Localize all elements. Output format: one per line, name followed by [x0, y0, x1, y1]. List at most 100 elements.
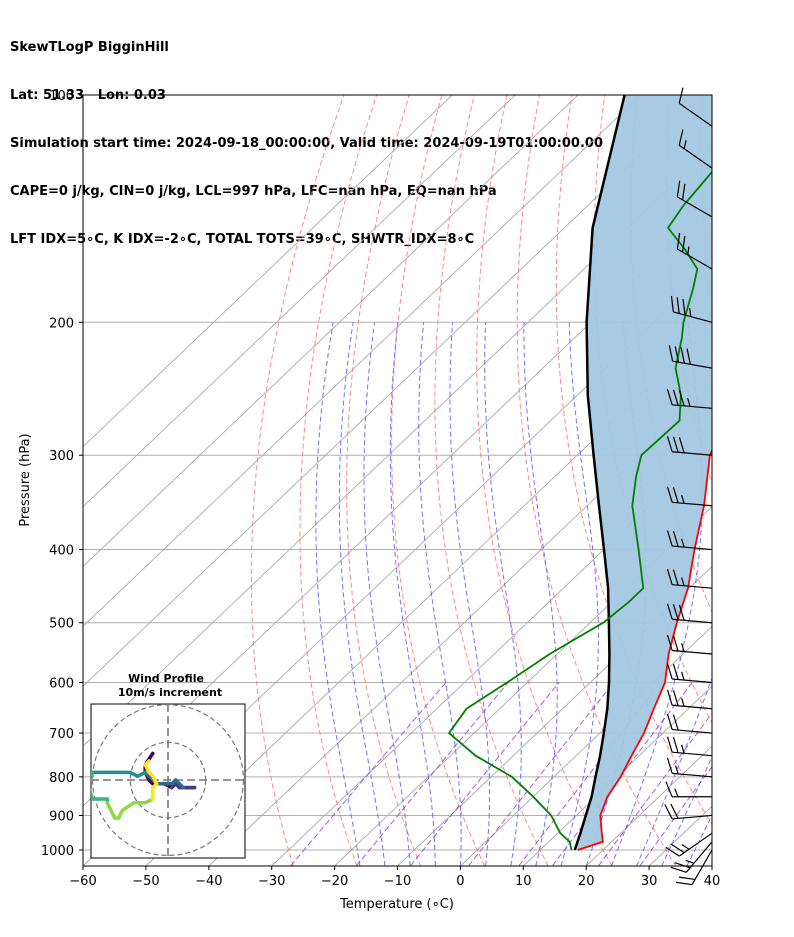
wind-barb: [676, 232, 713, 270]
x-tick-label: 0: [456, 874, 464, 889]
dry-adiabat: [391, 95, 485, 866]
moist-adiabat: [338, 322, 386, 866]
wind-barb-feather: [689, 307, 692, 317]
wind-barb-feather: [668, 345, 674, 362]
dry-adiabat: [299, 95, 378, 866]
wind-barb: [666, 736, 713, 757]
isotherm-line: [397, 565, 712, 866]
x-tick-label: −40: [195, 874, 222, 889]
wind-barb-feather: [687, 246, 690, 256]
wind-barb-feather: [681, 744, 685, 754]
isotherm-line: [711, 865, 712, 866]
parcel-profile-line: [573, 95, 626, 851]
wind-barb: [678, 87, 713, 127]
chart-header: SkewTLogP BigginHill Lat: 51.33 Lon: 0.0…: [10, 8, 603, 264]
wind-barb-feather: [678, 129, 684, 146]
dry-adiabat: [434, 95, 549, 866]
wind-barbs: [664, 87, 713, 886]
x-tick-label: 20: [578, 874, 595, 889]
wind-barb: [665, 832, 713, 857]
wind-barb-staff: [672, 404, 713, 409]
dry-adiabat: [700, 95, 712, 303]
wind-barb-feather: [678, 390, 685, 407]
y-tick-label: 100: [49, 89, 74, 104]
wind-barb-staff: [672, 501, 713, 507]
wind-barb-feather: [670, 803, 679, 819]
y-tick-label: 900: [49, 809, 74, 824]
wind-barb-feather: [681, 235, 686, 253]
moist-adiabat: [711, 864, 712, 866]
wind-barb-staff: [685, 841, 713, 873]
wind-barb-feather: [687, 397, 691, 407]
wind-barb-staff: [672, 451, 713, 456]
wind-barb-feather: [678, 876, 696, 881]
wind-barb-feather: [676, 297, 680, 314]
mixing-ratio-line: [355, 682, 509, 866]
wind-barb-feather: [681, 697, 685, 707]
wind-barb-feather: [681, 494, 685, 504]
wind-barb-feather: [681, 844, 690, 850]
moist-adiabat: [484, 322, 522, 866]
wind-barb-feather: [676, 232, 681, 250]
plot-lines: [83, 95, 794, 866]
y-axis-title: Pressure (hPa): [18, 433, 33, 526]
wind-barb-staff: [678, 102, 713, 127]
wind-barb-feather: [666, 569, 673, 585]
wind-barb-feather: [674, 862, 691, 869]
mixing-ratio-line: [410, 682, 560, 866]
wind-barb: [666, 436, 713, 456]
x-tick-label: −10: [384, 874, 411, 889]
dry-adiabat: [768, 95, 794, 866]
wind-barb-feather: [672, 487, 679, 503]
wind-barb-feather: [681, 183, 686, 200]
moist-adiabat: [389, 322, 436, 866]
wind-barb-feather: [678, 87, 684, 104]
wind-barb-staff: [677, 196, 713, 218]
x-tick-label: −50: [132, 874, 159, 889]
wind-barb-feather: [666, 663, 673, 680]
wind-barb-feather: [664, 804, 673, 820]
cape-cin-shading: [574, 95, 712, 850]
wind-barb-feather: [672, 635, 679, 652]
wind-barb-feather: [675, 765, 679, 775]
wind-barb-staff: [678, 144, 713, 169]
dry-adiabat: [250, 95, 345, 866]
stability-text: CAPE=0 j/kg, CIN=0 j/kg, LCL=997 hPa, LF…: [10, 184, 497, 199]
wind-barb-feather: [683, 140, 687, 149]
hodograph-segment: [91, 774, 94, 783]
y-tick-label: 500: [49, 617, 74, 632]
wind-barb-staff: [672, 704, 713, 710]
wind-barb-feather: [666, 736, 673, 753]
wind-barb-feather: [676, 180, 681, 197]
wind-barb-feather: [665, 781, 673, 797]
moist-adiabat: [636, 676, 712, 866]
mixing-ratio-line: [290, 682, 447, 866]
wind-barb: [670, 295, 713, 323]
chart-title: SkewTLogP BigginHill: [10, 40, 169, 55]
wind-barb-feather: [674, 788, 679, 797]
isotherm-line: [334, 505, 712, 866]
wind-barb-staff: [672, 360, 713, 369]
wind-barb-feather: [666, 634, 673, 651]
wind-barb: [666, 713, 713, 734]
wind-barb-feather: [670, 295, 674, 312]
hodograph-segment: [105, 801, 117, 820]
axes: −60 −50 −40 −30 −20 −10 0 10 20 30 40 1000 900 800 700…: [41, 89, 720, 889]
wind-barb-feather: [666, 713, 673, 730]
wind-barb-staff: [672, 751, 713, 757]
wind-barb-feather: [680, 347, 686, 364]
y-tick-label: 700: [49, 727, 74, 742]
wind-barb: [666, 569, 713, 589]
wind-barb: [666, 634, 713, 655]
isotherm-line: [775, 95, 794, 866]
x-tick-label: 30: [641, 874, 658, 889]
wind-barb: [666, 530, 713, 551]
wind-barb-feather: [672, 714, 679, 731]
moist-adiabat: [449, 322, 490, 866]
wind-barb-feather: [672, 690, 679, 706]
wind-barb-staff: [672, 618, 713, 624]
wind-barb-staff: [672, 678, 713, 684]
wind-barb-staff: [672, 814, 713, 820]
moist-adiabat: [610, 322, 703, 866]
